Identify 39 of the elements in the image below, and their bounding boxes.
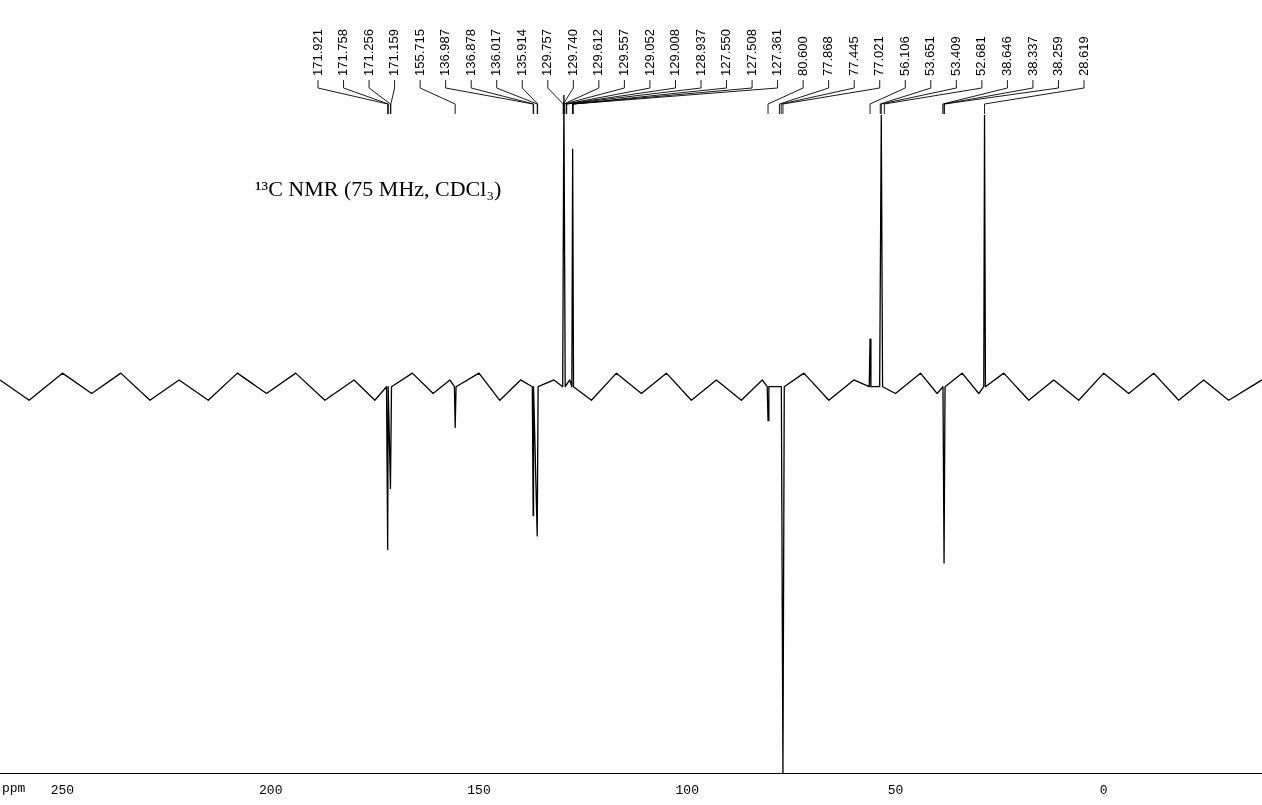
annotation: 129.740 xyxy=(564,29,580,76)
annotation: 56.106 xyxy=(896,36,912,76)
annotation: 38.646 xyxy=(998,36,1014,76)
annotation: 129.612 xyxy=(590,29,606,76)
x-tick-label: 0 xyxy=(1099,782,1108,798)
annotation: 28.619 xyxy=(1075,36,1091,76)
annotation: 136.017 xyxy=(488,29,504,76)
x-tick-label: 200 xyxy=(259,782,283,798)
annotation: 171.159 xyxy=(386,29,402,76)
annotation: 129.008 xyxy=(667,29,683,76)
annotation: 155.715 xyxy=(411,29,427,76)
x-axis-title: ppm xyxy=(2,780,26,796)
x-tick-label: 50 xyxy=(887,782,904,798)
x-tick-label: 100 xyxy=(675,782,699,798)
annotation: 127.550 xyxy=(718,29,734,76)
annotation: 136.987 xyxy=(437,29,453,76)
annotation: 53.651 xyxy=(922,36,938,76)
annotation: 129.757 xyxy=(539,29,555,76)
annotation: 129.052 xyxy=(641,29,657,76)
annotation: 136.878 xyxy=(462,29,478,76)
text: ¹³C NMR (75 MHz, CDCl₃) xyxy=(255,175,502,201)
annotation: 38.259 xyxy=(1050,36,1066,76)
annotation: 77.868 xyxy=(820,36,836,76)
annotation: 77.021 xyxy=(871,36,887,76)
annotation: 80.600 xyxy=(794,36,810,76)
annotation: 135.914 xyxy=(513,29,529,76)
annotation: 129.557 xyxy=(615,29,631,76)
annotation: 77.445 xyxy=(845,36,861,76)
annotation: 127.361 xyxy=(769,29,785,76)
annotation: 171.921 xyxy=(309,29,325,76)
annotation: 53.409 xyxy=(947,36,963,76)
x-tick-label: 150 xyxy=(467,782,491,798)
annotation: 38.337 xyxy=(1024,36,1040,76)
annotation: 171.256 xyxy=(360,29,376,76)
annotation: 128.937 xyxy=(692,29,708,76)
annotation: 52.681 xyxy=(973,36,989,76)
x-tick-label: 250 xyxy=(50,782,75,798)
annotation: 171.758 xyxy=(335,29,351,76)
annotation: 127.508 xyxy=(743,29,759,76)
